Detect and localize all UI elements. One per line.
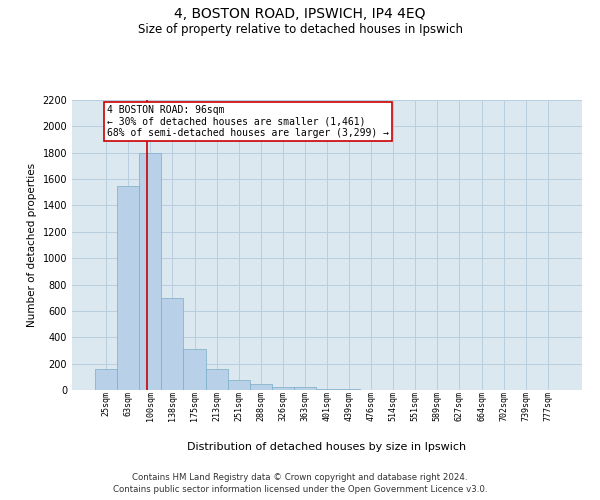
Text: Contains HM Land Registry data © Crown copyright and database right 2024.: Contains HM Land Registry data © Crown c… (132, 472, 468, 482)
Bar (316, 388, 338, 390)
Bar (294, 388, 316, 390)
Bar (272, 386, 294, 390)
Text: 4 BOSTON ROAD: 96sqm
← 30% of detached houses are smaller (1,461)
68% of semi-de: 4 BOSTON ROAD: 96sqm ← 30% of detached h… (107, 106, 389, 138)
Bar (250, 384, 272, 390)
Text: Size of property relative to detached houses in Ipswich: Size of property relative to detached ho… (137, 22, 463, 36)
Bar (117, 186, 139, 390)
Bar (161, 298, 184, 390)
Text: Contains public sector information licensed under the Open Government Licence v3: Contains public sector information licen… (113, 485, 487, 494)
Y-axis label: Number of detached properties: Number of detached properties (27, 163, 37, 327)
Bar (206, 369, 227, 390)
Bar (95, 369, 117, 390)
Bar (139, 152, 161, 390)
Bar (184, 349, 206, 390)
Bar (227, 380, 250, 390)
Text: Distribution of detached houses by size in Ipswich: Distribution of detached houses by size … (187, 442, 467, 452)
Text: 4, BOSTON ROAD, IPSWICH, IP4 4EQ: 4, BOSTON ROAD, IPSWICH, IP4 4EQ (174, 8, 426, 22)
